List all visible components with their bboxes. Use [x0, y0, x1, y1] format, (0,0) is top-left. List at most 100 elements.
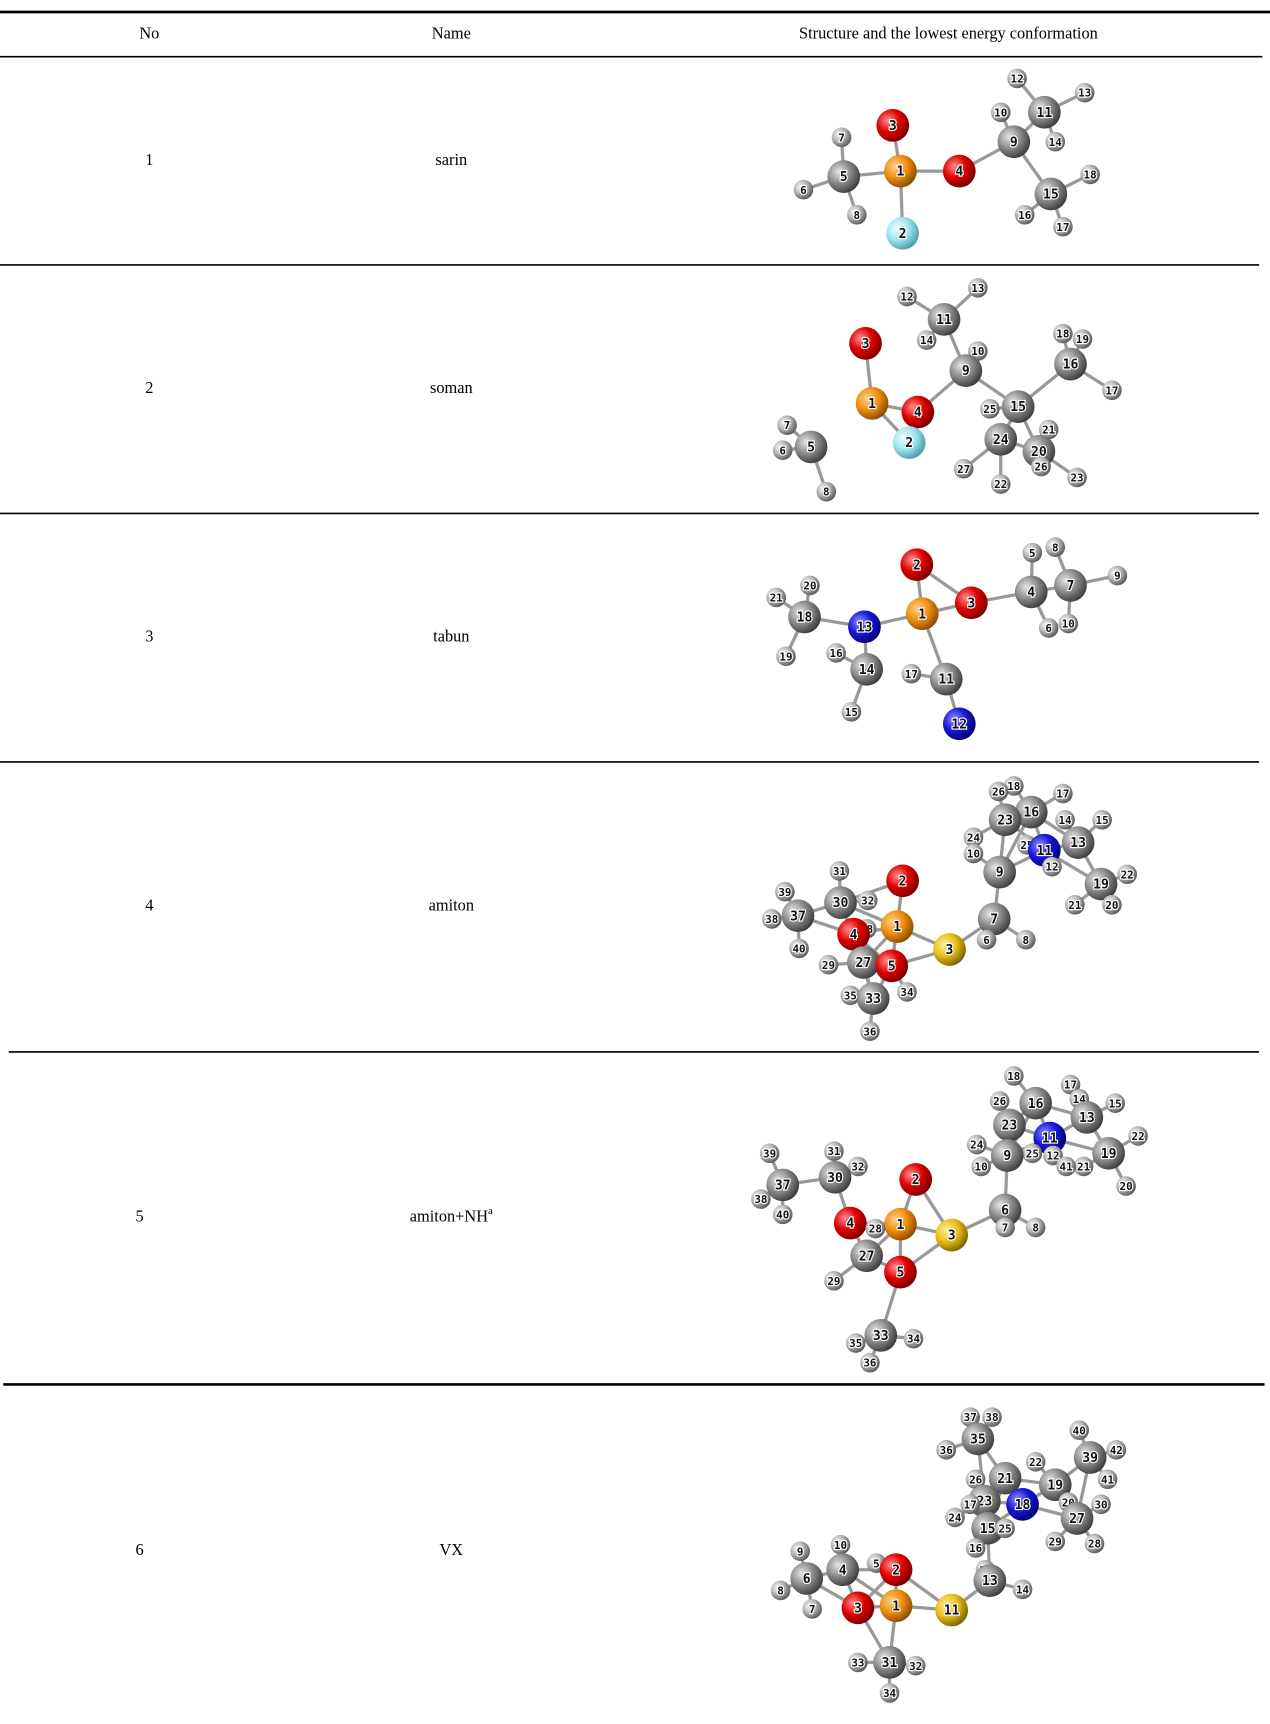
atom-label: 10 [994, 106, 1007, 119]
atom-label: 19 [1076, 333, 1089, 346]
atom-label: 4 [850, 928, 858, 943]
atom-label: 22 [1132, 1130, 1145, 1143]
atom-label: 15 [980, 1522, 996, 1537]
atom-label: 7 [809, 1603, 816, 1616]
molecule: 1826171614152324132511101231922219393230… [762, 776, 1137, 1041]
atom-label: 41 [1060, 1161, 1074, 1174]
atom-label: 17 [964, 1498, 977, 1511]
atom-label: 13 [857, 620, 873, 635]
atom-label: 38 [985, 1411, 998, 1424]
atom-label: 25 [999, 1522, 1012, 1535]
atom-label: 28 [869, 1223, 882, 1236]
atom-label: 29 [827, 1275, 840, 1288]
atom-label: 14 [1058, 814, 1072, 827]
atom-label: 32 [909, 1660, 922, 1673]
atom-label: 6 [800, 184, 807, 197]
atom-label: 33 [865, 992, 881, 1007]
atom-label: 12 [900, 291, 913, 304]
atom-label: 2 [905, 436, 913, 451]
atom-label: 36 [863, 1357, 876, 1370]
atom-label: 8 [1052, 541, 1059, 554]
atom-label: 16 [1018, 209, 1031, 222]
molecule: 1817142615161323221124311925399121021324… [751, 1066, 1148, 1372]
atom-label: 29 [1049, 1535, 1062, 1548]
atom-label: 24 [948, 1512, 962, 1525]
atom-label: 15 [845, 706, 858, 719]
atom-label: 18 [797, 611, 813, 626]
atom-label: 8 [823, 486, 830, 499]
atom-label: 11 [938, 673, 954, 688]
compound-name: amiton [429, 896, 474, 915]
atom-label: 8 [777, 1585, 784, 1598]
atom-label: 2 [899, 227, 907, 242]
atom-label: 15 [1043, 188, 1059, 203]
atom-label: 12 [1011, 73, 1024, 86]
atom-label: 13 [1078, 87, 1091, 100]
atom-label: 11 [944, 1604, 960, 1619]
atom-label: 37 [790, 909, 806, 924]
atom-label: 12 [951, 717, 967, 732]
atom-label: 30 [833, 896, 849, 911]
row-number: 6 [135, 1540, 143, 1559]
atom-label: 1 [868, 397, 876, 412]
atom-label: 18 [1007, 1070, 1020, 1083]
atom-label: 10 [1062, 618, 1075, 631]
atom-label: 39 [1082, 1451, 1098, 1466]
atom-label: 19 [1101, 1147, 1117, 1162]
atom-label: 25 [983, 403, 996, 416]
atom-label: 15 [1109, 1097, 1122, 1110]
atom-label: 31 [833, 865, 847, 878]
row-number: 4 [145, 896, 153, 915]
atom-label: 16 [969, 1542, 982, 1555]
atom-label: 9 [1003, 1149, 1011, 1164]
atom-label: 6 [803, 1572, 811, 1587]
atom-label: 29 [822, 959, 835, 972]
row-number: 3 [145, 626, 153, 645]
atom-label: 9 [797, 1545, 804, 1558]
atom-label: 2 [913, 558, 921, 573]
atom-label: 23 [997, 813, 1013, 828]
header-cell: Name [432, 24, 471, 43]
atom-label: 26 [992, 786, 1005, 799]
atom-label: 31 [882, 1656, 898, 1671]
atom-label: 4 [914, 406, 922, 421]
atom-label: 14 [1049, 136, 1063, 149]
atom-label: 18 [1056, 328, 1069, 341]
atom-label: 24 [967, 831, 981, 844]
atom-label: 16 [830, 647, 843, 660]
molecule: 1312111819143101691711525472124256202627… [773, 278, 1122, 501]
atom-label: 15 [1010, 400, 1026, 415]
atom-label: 13 [971, 282, 984, 295]
atom-label: 13 [1070, 836, 1086, 851]
atom-label: 30 [1094, 1498, 1107, 1511]
atom-label: 5 [840, 170, 848, 185]
atom-label: 7 [1067, 579, 1075, 594]
atom-label: 1 [892, 1599, 900, 1614]
atom-label: 6 [1001, 1204, 1009, 1219]
atom-label: 2 [892, 1563, 900, 1578]
atom-label: 17 [1056, 221, 1069, 234]
atom-label: 6 [983, 934, 990, 947]
atom-label: 36 [863, 1025, 876, 1038]
atom-label: 3 [862, 337, 870, 352]
header-cell: No [139, 24, 159, 43]
atom-label: 18 [1007, 780, 1020, 793]
atom-label: 23 [1002, 1119, 1018, 1134]
page: No Name Structure and the lowest energy … [0, 0, 1270, 1724]
atom-label: 4 [1027, 586, 1035, 601]
atom-label: 26 [993, 1095, 1006, 1108]
atom-label: 37 [775, 1179, 791, 1194]
atom-label: 6 [1045, 622, 1052, 635]
atom-label: 5 [1029, 547, 1036, 560]
atom-label: 7 [990, 913, 998, 928]
atom-label: 9 [1114, 570, 1121, 583]
atom-label: 9 [1010, 135, 1018, 150]
atom-label: 4 [955, 165, 963, 180]
atom-label: 34 [907, 1333, 921, 1346]
row-number: 2 [145, 378, 153, 397]
atom-label: 11 [936, 313, 952, 328]
atom-label: 34 [900, 986, 914, 999]
atom-label: 33 [873, 1329, 889, 1344]
atom-label: 8 [1032, 1222, 1039, 1235]
atom-label: 19 [1047, 1478, 1063, 1493]
